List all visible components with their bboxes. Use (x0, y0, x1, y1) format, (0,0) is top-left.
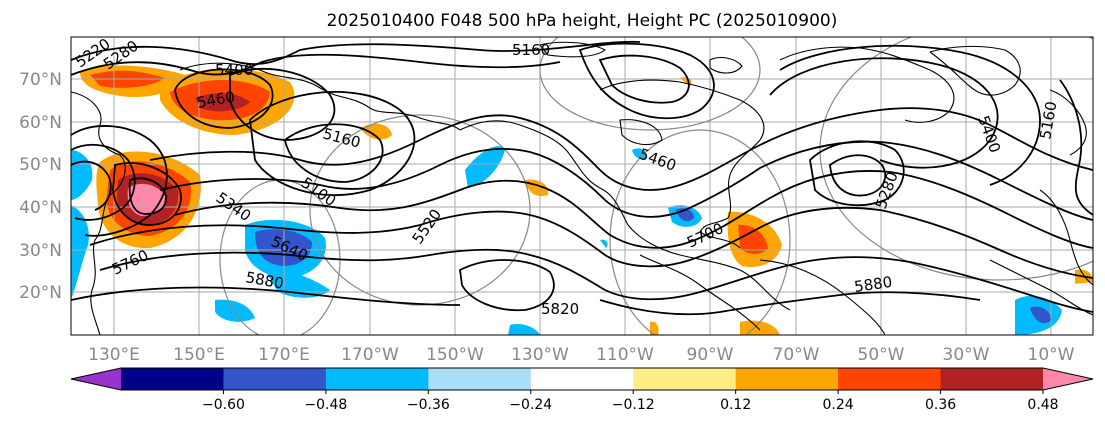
lon-label: 70°W (773, 345, 820, 365)
colorbar-tick-label: −0.24 (509, 397, 552, 413)
colorbar-tick-label: 0.48 (1027, 397, 1058, 413)
contour-label: 5160 (512, 41, 550, 59)
lat-label: 30°N (19, 241, 62, 261)
lat-label: 20°N (19, 283, 62, 303)
latitude-labels: 70°N 60°N 50°N 40°N 30°N 20°N (19, 70, 62, 303)
lat-label: 60°N (19, 113, 62, 133)
colorbar-tick-label: 0.12 (720, 397, 751, 413)
lon-label: 130°W (511, 345, 569, 365)
colorbar-tick-label: 0.36 (925, 397, 956, 413)
colorbar-swatch (735, 368, 839, 390)
lon-label: 30°W (943, 345, 990, 365)
colorbar-extension-low (71, 368, 121, 390)
lon-label: 10°W (1028, 345, 1075, 365)
map-panel: 5220 5280 5400 5460 5160 5160 5100 5340 … (70, 36, 1094, 336)
colorbar-swatch (940, 368, 1044, 390)
colorbar-tick-label: −0.12 (612, 397, 655, 413)
colorbar-swatch (633, 368, 737, 390)
lat-label: 70°N (19, 70, 62, 90)
colorbar-tick-label: −0.48 (304, 397, 347, 413)
colorbar-swatch (223, 368, 327, 390)
colorbar-tick-label: −0.36 (407, 397, 450, 413)
colorbar-swatch (838, 368, 942, 390)
lon-label: 150°W (426, 345, 484, 365)
colorbar-swatch (530, 368, 634, 390)
lon-label: 150°E (173, 345, 225, 365)
height-contours (71, 40, 1093, 316)
lon-label: 90°W (687, 345, 734, 365)
colorbar-swatch (428, 368, 532, 390)
contour-label: 5820 (541, 300, 579, 318)
lon-label: 110°W (596, 345, 654, 365)
lon-label: 50°W (858, 345, 905, 365)
contour-label: 5880 (853, 273, 893, 296)
colorbar: −0.60 −0.48 −0.36 −0.24 −0.12 0.12 0.24 0.36 0.4… (70, 367, 1094, 413)
map-title: 2025010400 F048 500 hPa height, Height P… (327, 11, 838, 31)
colorbar-extension-high (1043, 368, 1093, 390)
lat-label: 40°N (19, 198, 62, 218)
lon-label: 130°E (88, 345, 140, 365)
contour-label: 5400 (215, 61, 253, 79)
colorbar-outline (70, 367, 1094, 391)
colorbar-tick-label: 0.24 (823, 397, 854, 413)
longitude-labels: 130°E 150°E 170°E 170°W 150°W 130°W 110°… (88, 345, 1075, 365)
graticule (71, 37, 1093, 335)
colorbar-tick-label: −0.60 (202, 397, 245, 413)
lon-label: 170°W (341, 345, 399, 365)
colorbar-swatch (121, 368, 224, 390)
colorbar-swatch (325, 368, 429, 390)
lat-label: 50°N (19, 155, 62, 175)
lon-label: 170°E (258, 345, 310, 365)
